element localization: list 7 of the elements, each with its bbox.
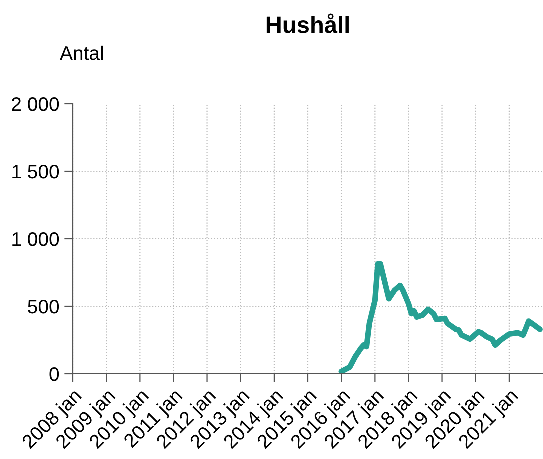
y-tick-label: 1 500 — [12, 164, 60, 179]
y-tick-label: 500 — [28, 300, 60, 314]
chart-title: Hushåll — [266, 14, 349, 34]
y-tick-label: 1 000 — [12, 232, 60, 246]
y-axis-title: Antal — [60, 46, 104, 60]
y-tick-label: 2 000 — [12, 97, 60, 112]
y-tick-label: 0 — [50, 367, 60, 382]
